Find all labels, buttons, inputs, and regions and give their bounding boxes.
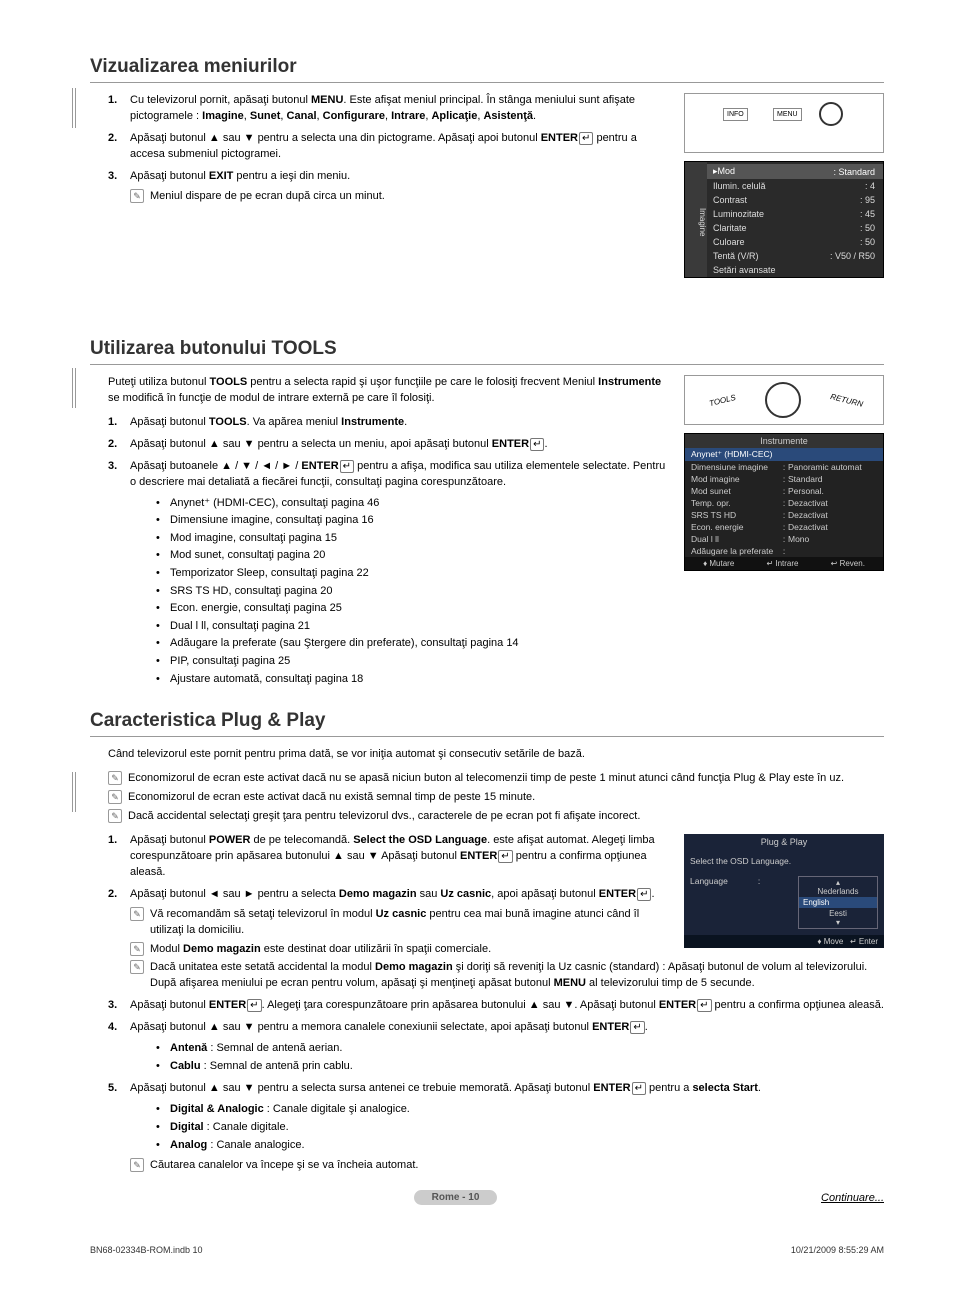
s2-bullet: PIP, consultaţi pagina 25 (160, 653, 884, 671)
s3-step4-bul1: Antenă : Semnal de antenă aerian. (160, 1040, 884, 1058)
s3-note3: Dacă accidental selectaţi greşit ţara pe… (128, 809, 640, 825)
s3-note2b: Modul Demo magazin este destinat doar ut… (150, 942, 491, 958)
s2-bullet: Anynet⁺ (HDMI-CEC), consultaţi pagina 46 (160, 495, 884, 513)
continue-link: Continuare... (821, 1192, 884, 1204)
s3-step5: 5.Apăsaţi butonul ▲ sau ▼ pentru a selec… (108, 1081, 884, 1174)
section1-title: Vizualizarea meniurilor (90, 56, 884, 83)
s3-note2a: Vă recomandăm să setaţi televizorul în m… (150, 907, 674, 939)
s2-bullet: Dual l ll, consultaţi pagina 21 (160, 618, 884, 636)
note-icon: ✎ (130, 1158, 144, 1172)
note-icon: ✎ (108, 790, 122, 804)
s3-step4: 4.Apăsaţi butonul ▲ sau ▼ pentru a memor… (108, 1020, 884, 1075)
s3-step5-bul2: Digital : Canale digitale. (160, 1119, 884, 1137)
s3-note2c: Dacă unitatea este setată accidental la … (150, 960, 884, 992)
s2-bullet: Temporizator Sleep, consultaţi pagina 22 (160, 565, 884, 583)
s3-step5-bul1: Digital & Analogic : Canale digitale şi … (160, 1101, 884, 1119)
s2-bullet: Mod imagine, consultaţi pagina 15 (160, 530, 884, 548)
s2-bullet: Mod sunet, consultaţi pagina 20 (160, 547, 884, 565)
s3-note1: Economizorul de ecran este activat dacă … (128, 771, 844, 787)
s3-step5-bul3: Analog : Canale analogice. (160, 1137, 884, 1155)
s3-note5: Căutarea canalelor va începe şi se va în… (150, 1158, 418, 1174)
dpad-icon (765, 382, 801, 418)
note-icon: ✎ (108, 771, 122, 785)
osd-row: Luminozitate: 45 (685, 207, 883, 221)
note-icon: ✎ (130, 960, 144, 974)
note-icon: ✎ (130, 942, 144, 956)
tools-button: TOOLS (708, 393, 736, 408)
s2-step1: 1.Apăsaţi butonul TOOLS. Va apărea meniu… (108, 415, 884, 431)
s2-step2: 2.Apăsaţi butonul ▲ sau ▼ pentru a selec… (108, 437, 884, 453)
note-icon: ✎ (130, 189, 144, 203)
s3-step2: 2.Apăsaţi butonul ◄ sau ► pentru a selec… (108, 887, 884, 993)
osd-row: Culoare: 50 (685, 235, 883, 249)
note-icon: ✎ (108, 809, 122, 823)
s3-note2: Economizorul de ecran este activat dacă … (128, 790, 535, 806)
s3-intro: Când televizorul este pornit pentru prim… (108, 747, 884, 763)
s2-bullet: Dimensiune imagine, consultaţi pagina 16 (160, 512, 884, 530)
return-button: RETURN (829, 392, 864, 409)
s3-step4-bul2: Cablu : Semnal de antenă prin cablu. (160, 1058, 884, 1076)
s1-step1: 1.Cu televizorul pornit, apăsaţi butonul… (108, 93, 884, 125)
s1-step3: 3.Apăsaţi butonul EXIT pentru a ieşi din… (108, 169, 884, 205)
s3-step1: 1.Apăsaţi butonul POWER de pe telecomand… (108, 833, 884, 881)
osd-row: Claritate: 50 (685, 221, 883, 235)
s2-bullet: Ajustare automată, consultaţi pagina 18 (160, 671, 884, 689)
page-label: Rome - 10 (414, 1190, 498, 1205)
osd-row: Tentă (V/R): V50 / R50 (685, 249, 883, 263)
s1-step2: 2.Apăsaţi butonul ▲ sau ▼ pentru a selec… (108, 131, 884, 163)
s2-bullet: Econ. energie, consultaţi pagina 25 (160, 600, 884, 618)
s2-step3: 3.Apăsaţi butoanele ▲ / ▼ / ◄ / ► / ENTE… (108, 459, 884, 688)
section3-title: Caracteristica Plug & Play (90, 710, 884, 737)
osd-row: Setări avansate (685, 263, 883, 277)
s2-bullet: Adăugare la preferate (sau Ştergere din … (160, 635, 884, 653)
s1-note: Meniul dispare de pe ecran după circa un… (150, 189, 385, 205)
s3-step3: 3.Apăsaţi butonul ENTER. Alegeţi ţara co… (108, 998, 884, 1014)
s2-bullet: SRS TS HD, consultaţi pagina 20 (160, 583, 884, 601)
footer-right: 10/21/2009 8:55:29 AM (791, 1245, 884, 1255)
section2-title: Utilizarea butonului TOOLS (90, 338, 884, 365)
footer-left: BN68-02334B-ROM.indb 10 (90, 1245, 203, 1255)
note-icon: ✎ (130, 907, 144, 921)
